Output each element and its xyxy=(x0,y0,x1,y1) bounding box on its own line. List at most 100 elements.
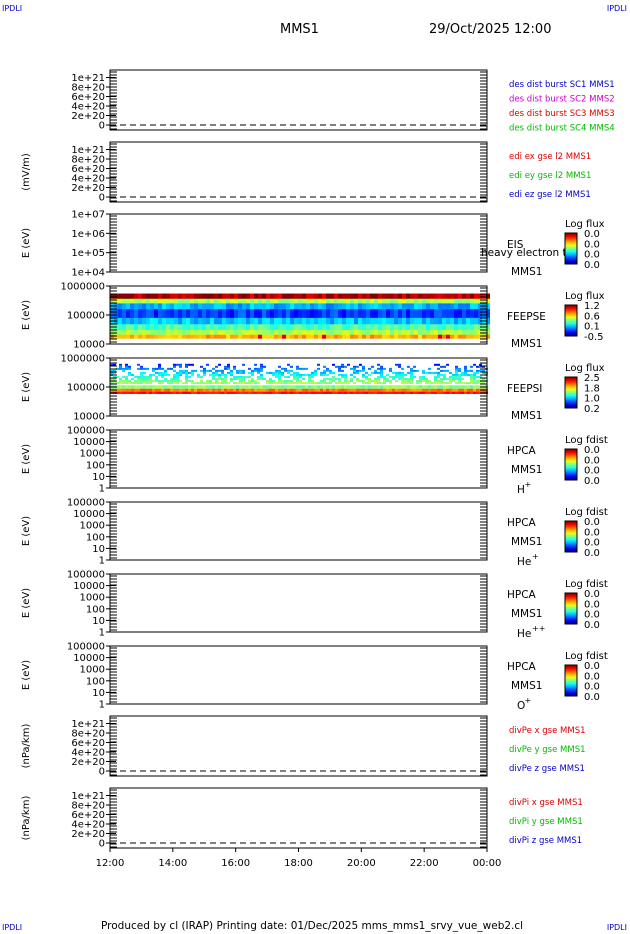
feepse-cell xyxy=(426,330,430,336)
feepse-cell xyxy=(214,293,218,300)
panel-frame xyxy=(109,501,488,561)
feepsi-cell xyxy=(128,365,131,368)
feepse-cell xyxy=(158,317,162,325)
feepse-cell xyxy=(442,330,446,336)
feepse-cell xyxy=(194,330,198,336)
feepsi-cell xyxy=(188,371,191,374)
feepsi-cell xyxy=(218,382,221,385)
feepsi-cell xyxy=(290,380,293,383)
feepsi-cell xyxy=(416,369,419,372)
feepse-cell xyxy=(314,303,318,310)
feepsi-cell xyxy=(131,391,134,394)
feepsi-cell xyxy=(479,382,482,385)
feepsi-cell xyxy=(155,378,158,381)
feepse-cell xyxy=(294,293,298,300)
feepse-cell xyxy=(222,309,226,319)
feepsi-cell xyxy=(461,385,464,389)
feepsi-cell xyxy=(344,380,347,383)
feepsi-cell xyxy=(428,385,431,389)
feepse-cell xyxy=(314,324,318,331)
feepse-cell xyxy=(462,309,466,319)
feepsi-cell xyxy=(299,375,302,378)
feepse-cell xyxy=(458,298,462,304)
feepse-cell xyxy=(454,334,458,339)
colorbar-tick-label: 0.0 xyxy=(584,517,600,528)
y-tick-label: 10000 xyxy=(73,581,105,592)
feepsi-cell xyxy=(380,385,383,389)
feepsi-cell xyxy=(452,375,455,378)
feepse-cell xyxy=(202,330,206,336)
feepsi-cell xyxy=(278,382,281,385)
feepsi-cell xyxy=(368,382,371,385)
feepsi-cell xyxy=(287,388,290,392)
feepse-cell xyxy=(434,303,438,310)
legend-entry: des dist burst SC2 MMS2 xyxy=(509,95,615,105)
feepse-cell xyxy=(350,298,354,304)
feepse-cell xyxy=(434,293,438,300)
feepse-cell xyxy=(202,303,206,310)
feepse-cell xyxy=(170,317,174,325)
feepsi-cell xyxy=(374,385,377,389)
feepse-cell xyxy=(462,298,466,304)
feepse-cell xyxy=(426,298,430,304)
feepse-cell xyxy=(398,317,402,325)
feepsi-cell xyxy=(296,367,299,370)
feepse-cell xyxy=(414,309,418,319)
feepse-cell xyxy=(314,309,318,319)
feepse-cell xyxy=(422,330,426,336)
y-tick-label: 100 xyxy=(86,460,105,471)
feepse-cell xyxy=(366,293,370,300)
feepse-cell xyxy=(174,303,178,310)
y-tick-label: 10000 xyxy=(73,437,105,448)
feepse-cell xyxy=(242,317,246,325)
feepsi-cell xyxy=(428,380,431,383)
feepse-cell xyxy=(198,317,202,325)
feepsi-cell xyxy=(173,391,176,394)
feepsi-cell xyxy=(470,373,473,376)
feepse-cell xyxy=(442,324,446,331)
feepsi-cell xyxy=(425,382,428,385)
feepse-cell xyxy=(226,334,230,339)
feepsi-cell xyxy=(149,391,152,394)
feepsi-cell xyxy=(434,385,437,389)
feepsi-cell xyxy=(323,382,326,385)
feepse-cell xyxy=(422,309,426,319)
feepsi-cell xyxy=(455,367,458,370)
feepsi-cell xyxy=(413,388,416,392)
feepse-cell xyxy=(218,334,222,339)
feepsi-cell xyxy=(326,369,329,372)
feepse-cell xyxy=(250,293,254,300)
feepse-cell xyxy=(474,303,478,310)
feepsi-cell xyxy=(314,371,317,374)
feepsi-cell xyxy=(377,367,380,370)
feepsi-cell xyxy=(119,380,122,383)
feepsi-cell xyxy=(197,391,200,394)
feepsi-cell xyxy=(233,378,236,381)
feepsi-cell xyxy=(221,385,224,389)
feepsi-cell xyxy=(413,375,416,378)
feepse-cell xyxy=(126,334,130,339)
feepsi-cell xyxy=(365,375,368,378)
feepse-cell xyxy=(410,324,414,331)
feepsi-cell xyxy=(458,378,461,381)
feepse-cell xyxy=(182,330,186,336)
feepse-cell xyxy=(246,330,250,336)
feepse-cell xyxy=(350,317,354,325)
feepse-cell xyxy=(362,298,366,304)
feepsi-cell xyxy=(278,371,281,374)
feepsi-cell xyxy=(449,391,452,394)
feepsi-cell xyxy=(194,369,197,372)
feepse-cell xyxy=(478,303,482,310)
feepsi-cell xyxy=(389,385,392,389)
feepsi-cell xyxy=(464,371,467,374)
feepse-cell xyxy=(358,324,362,331)
feepsi-cell xyxy=(224,388,227,392)
feepse-cell xyxy=(430,298,434,304)
feepse-cell xyxy=(462,324,466,331)
feepse-cell xyxy=(406,298,410,304)
feepsi-cell xyxy=(185,365,188,368)
feepsi-cell xyxy=(194,385,197,389)
feepsi-cell xyxy=(422,385,425,389)
feepse-cell xyxy=(290,303,294,310)
panel-frame xyxy=(109,573,488,633)
